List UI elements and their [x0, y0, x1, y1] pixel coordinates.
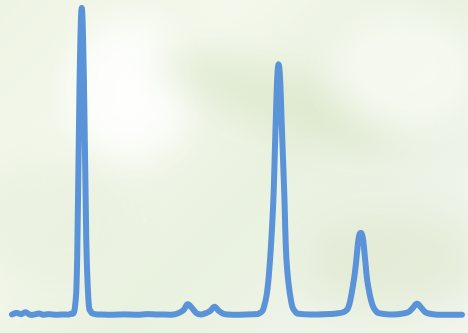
- series-layer: [9, 5, 465, 318]
- series-line-0: [9, 5, 465, 318]
- background-glow: [330, 10, 468, 130]
- background-glow: [0, 160, 130, 280]
- background-glow: [300, 210, 468, 310]
- background-glow: [70, 20, 190, 160]
